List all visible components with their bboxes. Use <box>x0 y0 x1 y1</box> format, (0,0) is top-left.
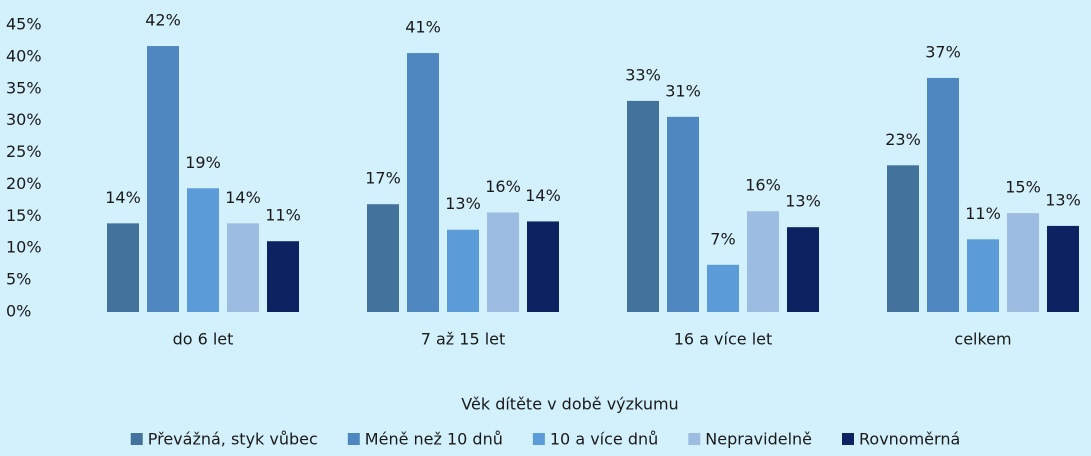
data-label: 14% <box>525 186 561 205</box>
bar <box>447 229 479 312</box>
bar <box>887 165 919 312</box>
legend-swatch <box>688 433 701 445</box>
x-tick-label: do 6 let <box>173 330 234 349</box>
legend-swatch <box>347 433 360 445</box>
x-tick-label: 16 a více let <box>674 330 773 349</box>
data-label: 11% <box>265 206 301 225</box>
data-label: 14% <box>105 188 141 207</box>
y-tick-label: 20% <box>6 174 42 193</box>
data-label: 11% <box>965 204 1001 223</box>
bar <box>487 212 519 312</box>
data-label: 13% <box>445 194 481 213</box>
data-label: 7% <box>710 229 735 248</box>
legend-swatch <box>130 433 143 445</box>
legend-swatch <box>532 433 545 445</box>
legend-label: Nepravidelně <box>705 430 812 449</box>
y-tick-label: 25% <box>6 142 42 161</box>
y-tick-label: 35% <box>6 78 42 97</box>
bar <box>927 77 959 313</box>
bar <box>707 264 739 312</box>
data-label: 13% <box>785 192 821 211</box>
y-tick-label: 0% <box>6 302 31 321</box>
data-label: 13% <box>1045 190 1081 209</box>
x-tick-label: celkem <box>954 330 1011 349</box>
data-label: 16% <box>485 177 521 196</box>
legend-label: Rovnoměrná <box>859 430 960 449</box>
data-label: 31% <box>665 81 701 100</box>
bar <box>407 53 439 312</box>
data-label: 33% <box>625 65 661 84</box>
data-label: 16% <box>745 176 781 195</box>
bar <box>967 239 999 312</box>
x-axis-label: Věk dítěte v době výzkumu <box>461 395 678 414</box>
bar <box>747 211 779 312</box>
data-label: 37% <box>925 42 961 61</box>
bar <box>1007 213 1039 312</box>
bar <box>527 221 559 312</box>
y-tick-label: 40% <box>6 46 42 65</box>
y-tick-label: 45% <box>6 15 42 34</box>
x-tick-label: 7 až 15 let <box>421 330 506 349</box>
legend-label: Převážná, styk vůbec <box>148 430 318 449</box>
y-tick-label: 15% <box>6 206 42 225</box>
data-label: 14% <box>225 188 261 207</box>
bar <box>147 46 179 313</box>
data-label: 19% <box>185 153 221 172</box>
bar <box>227 223 259 312</box>
bar <box>107 223 139 312</box>
bar <box>187 188 219 312</box>
data-label: 17% <box>365 169 401 188</box>
y-tick-label: 5% <box>6 270 31 289</box>
bar <box>667 116 699 312</box>
legend-label: 10 a více dnů <box>550 430 658 449</box>
y-tick-label: 10% <box>6 238 42 257</box>
y-tick-label: 30% <box>6 110 42 129</box>
data-label: 42% <box>145 11 181 30</box>
bar <box>367 204 399 312</box>
bar <box>1047 225 1079 312</box>
legend-label: Méně než 10 dnů <box>365 430 503 449</box>
legend-swatch <box>842 433 854 445</box>
data-label: 23% <box>885 130 921 149</box>
bar <box>787 227 819 312</box>
bar <box>627 100 659 312</box>
bar <box>267 241 299 312</box>
data-label: 41% <box>405 18 441 37</box>
data-label: 15% <box>1005 178 1041 197</box>
